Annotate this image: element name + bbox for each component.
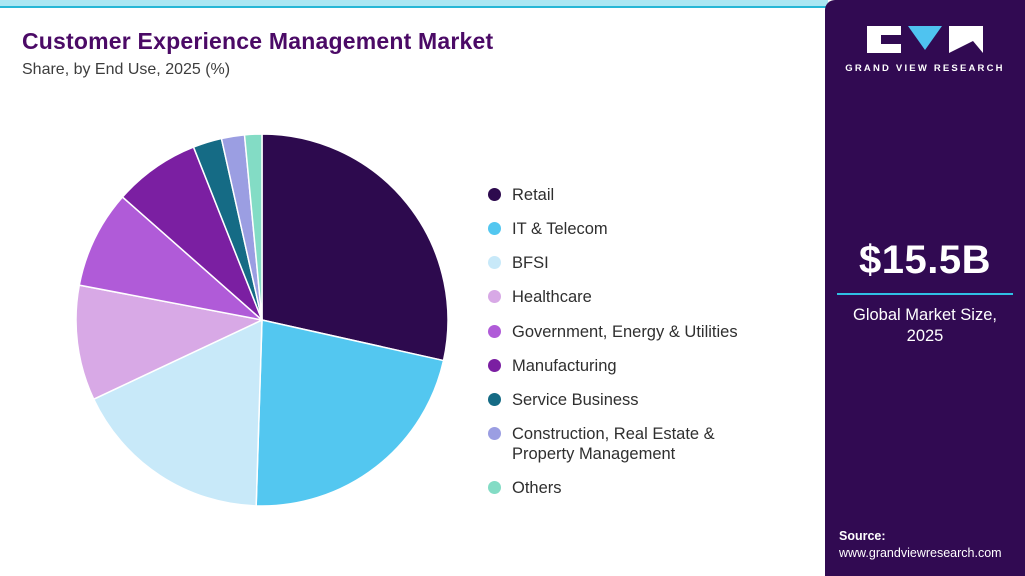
legend-label-others: Others xyxy=(512,479,562,498)
market-size-block: $15.5B Global Market Size, 2025 xyxy=(825,238,1025,348)
legend-label-service-business: Service Business xyxy=(512,390,639,409)
logo-r-shape-icon xyxy=(949,26,983,53)
legend-dot-manufacturing xyxy=(488,358,501,372)
legend-item-bfsi: BFSI xyxy=(488,253,753,273)
legend-dot-retail xyxy=(488,188,501,201)
legend-item-it-telecom: IT & Telecom xyxy=(488,219,753,239)
chart-legend: Retail IT & Telecom BFSI Healthcare Governme… xyxy=(488,185,753,512)
pie-slice-government-energy-utilities xyxy=(78,195,265,322)
legend-item-government-energy-utilities: Government, Energy & Utilities xyxy=(488,322,753,342)
main-chart-area: Customer Experience Management Market Sh… xyxy=(0,10,825,576)
legend-dot-healthcare xyxy=(488,290,501,304)
market-size-value: $15.5B xyxy=(859,238,991,282)
legend-label-healthcare: Healthcare xyxy=(512,288,592,307)
legend-item-service-business: Service Business xyxy=(488,390,753,410)
brand-logo: GRAND VIEW RESEARCH xyxy=(825,0,1025,74)
page-subtitle: Share, by End Use, 2025 (%) xyxy=(22,61,231,78)
legend-dot-it-telecom xyxy=(488,222,501,236)
legend-label-bfsi: BFSI xyxy=(512,254,549,273)
legend-item-manufacturing: Manufacturing xyxy=(488,356,753,376)
legend-label-retail: Retail xyxy=(512,186,555,204)
market-size-label: Global Market Size, 2025 xyxy=(853,306,997,346)
brand-name: GRAND VIEW RESEARCH xyxy=(845,63,1005,74)
grand-view-research-logo-icon xyxy=(839,26,1011,56)
source-url[interactable]: www.grandviewresearch.com xyxy=(839,546,1002,560)
sidebar-panel: GRAND VIEW RESEARCH $15.5B Global Market… xyxy=(825,0,1025,576)
source-label: Source: xyxy=(839,529,886,543)
legend-dot-government-energy-utilities xyxy=(488,324,501,338)
legend-dot-construction-real-estate xyxy=(488,426,501,440)
legend-dot-others xyxy=(488,481,501,495)
logo-v-shape-icon xyxy=(908,26,942,50)
title-block: Customer Experience Management Market Sh… xyxy=(0,10,825,79)
pie-slice-bfsi xyxy=(92,318,263,507)
pie-slice-others xyxy=(243,133,263,321)
top-accent-strip xyxy=(0,0,828,8)
chart-row: Retail IT & Telecom BFSI Healthcare Governme… xyxy=(0,130,825,512)
legend-item-construction-real-estate: Construction, Real Estate & Property Man… xyxy=(488,424,753,464)
legend-dot-bfsi xyxy=(488,256,501,270)
logo-g-shape-icon xyxy=(867,26,901,53)
legend-label-manufacturing: Manufacturing xyxy=(512,356,617,375)
legend-label-it-telecom: IT & Telecom xyxy=(512,220,608,239)
pie-chart xyxy=(75,133,449,507)
pie-wrap xyxy=(72,130,452,510)
legend-label-government-energy-utilities: Government, Energy & Utilities xyxy=(512,322,738,341)
legend-label-construction-real-estate: Construction, Real Estate & Property Man… xyxy=(512,424,715,463)
legend-item-others: Others xyxy=(488,478,753,498)
legend-item-retail: Retail xyxy=(488,185,753,205)
page-title: Customer Experience Management Market xyxy=(22,28,494,54)
source-block: Source: www.grandviewresearch.com xyxy=(839,529,1002,560)
pie-slice-retail xyxy=(261,133,449,362)
pie-slice-healthcare xyxy=(75,284,265,401)
market-size-divider xyxy=(837,293,1013,295)
legend-item-healthcare: Healthcare xyxy=(488,287,753,307)
legend-dot-service-business xyxy=(488,392,501,406)
pie-slice-it-telecom xyxy=(255,319,445,507)
